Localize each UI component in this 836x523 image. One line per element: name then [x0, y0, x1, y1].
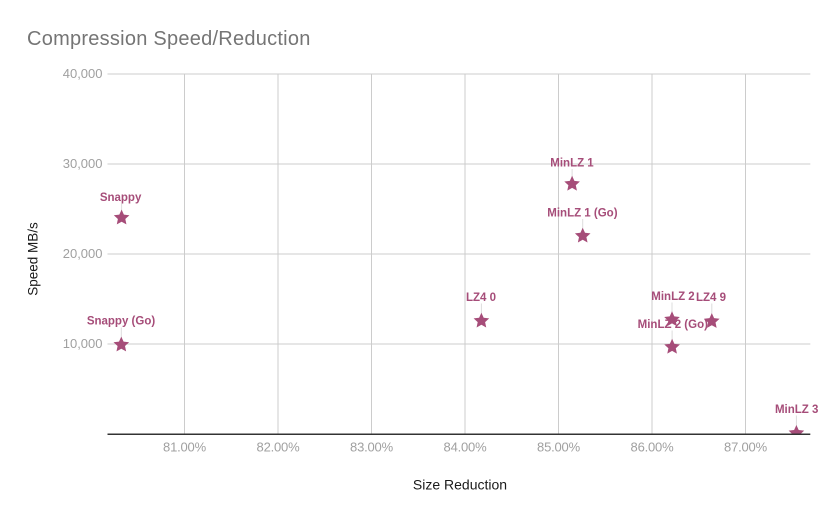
svg-text:MinLZ 2 (Go): MinLZ 2 (Go) — [638, 319, 708, 331]
svg-text:84.00%: 84.00% — [444, 439, 488, 454]
svg-text:MinLZ 3: MinLZ 3 — [775, 404, 818, 416]
svg-text:85.00%: 85.00% — [537, 439, 581, 454]
svg-text:81.00%: 81.00% — [163, 439, 207, 454]
svg-text:40,000: 40,000 — [63, 66, 103, 81]
svg-text:86.00%: 86.00% — [631, 439, 675, 454]
svg-text:MinLZ 1: MinLZ 1 — [550, 158, 594, 170]
svg-text:82.00%: 82.00% — [257, 439, 301, 454]
svg-text:LZ4 9: LZ4 9 — [696, 292, 726, 304]
svg-text:20,000: 20,000 — [63, 246, 103, 261]
svg-text:LZ4 0: LZ4 0 — [466, 292, 496, 304]
svg-text:83.00%: 83.00% — [350, 439, 394, 454]
svg-text:87.00%: 87.00% — [724, 439, 768, 454]
svg-text:Size Reduction: Size Reduction — [413, 476, 507, 492]
svg-text:MinLZ 1 (Go): MinLZ 1 (Go) — [547, 208, 617, 220]
svg-text:Snappy (Go): Snappy (Go) — [87, 316, 156, 328]
svg-text:Snappy: Snappy — [100, 192, 142, 204]
svg-text:Speed MB/s: Speed MB/s — [26, 222, 41, 296]
svg-text:10,000: 10,000 — [63, 336, 103, 351]
svg-text:30,000: 30,000 — [63, 156, 103, 171]
svg-text:Compression Speed/Reduction: Compression Speed/Reduction — [27, 28, 311, 50]
svg-text:MinLZ 2: MinLZ 2 — [651, 291, 694, 303]
